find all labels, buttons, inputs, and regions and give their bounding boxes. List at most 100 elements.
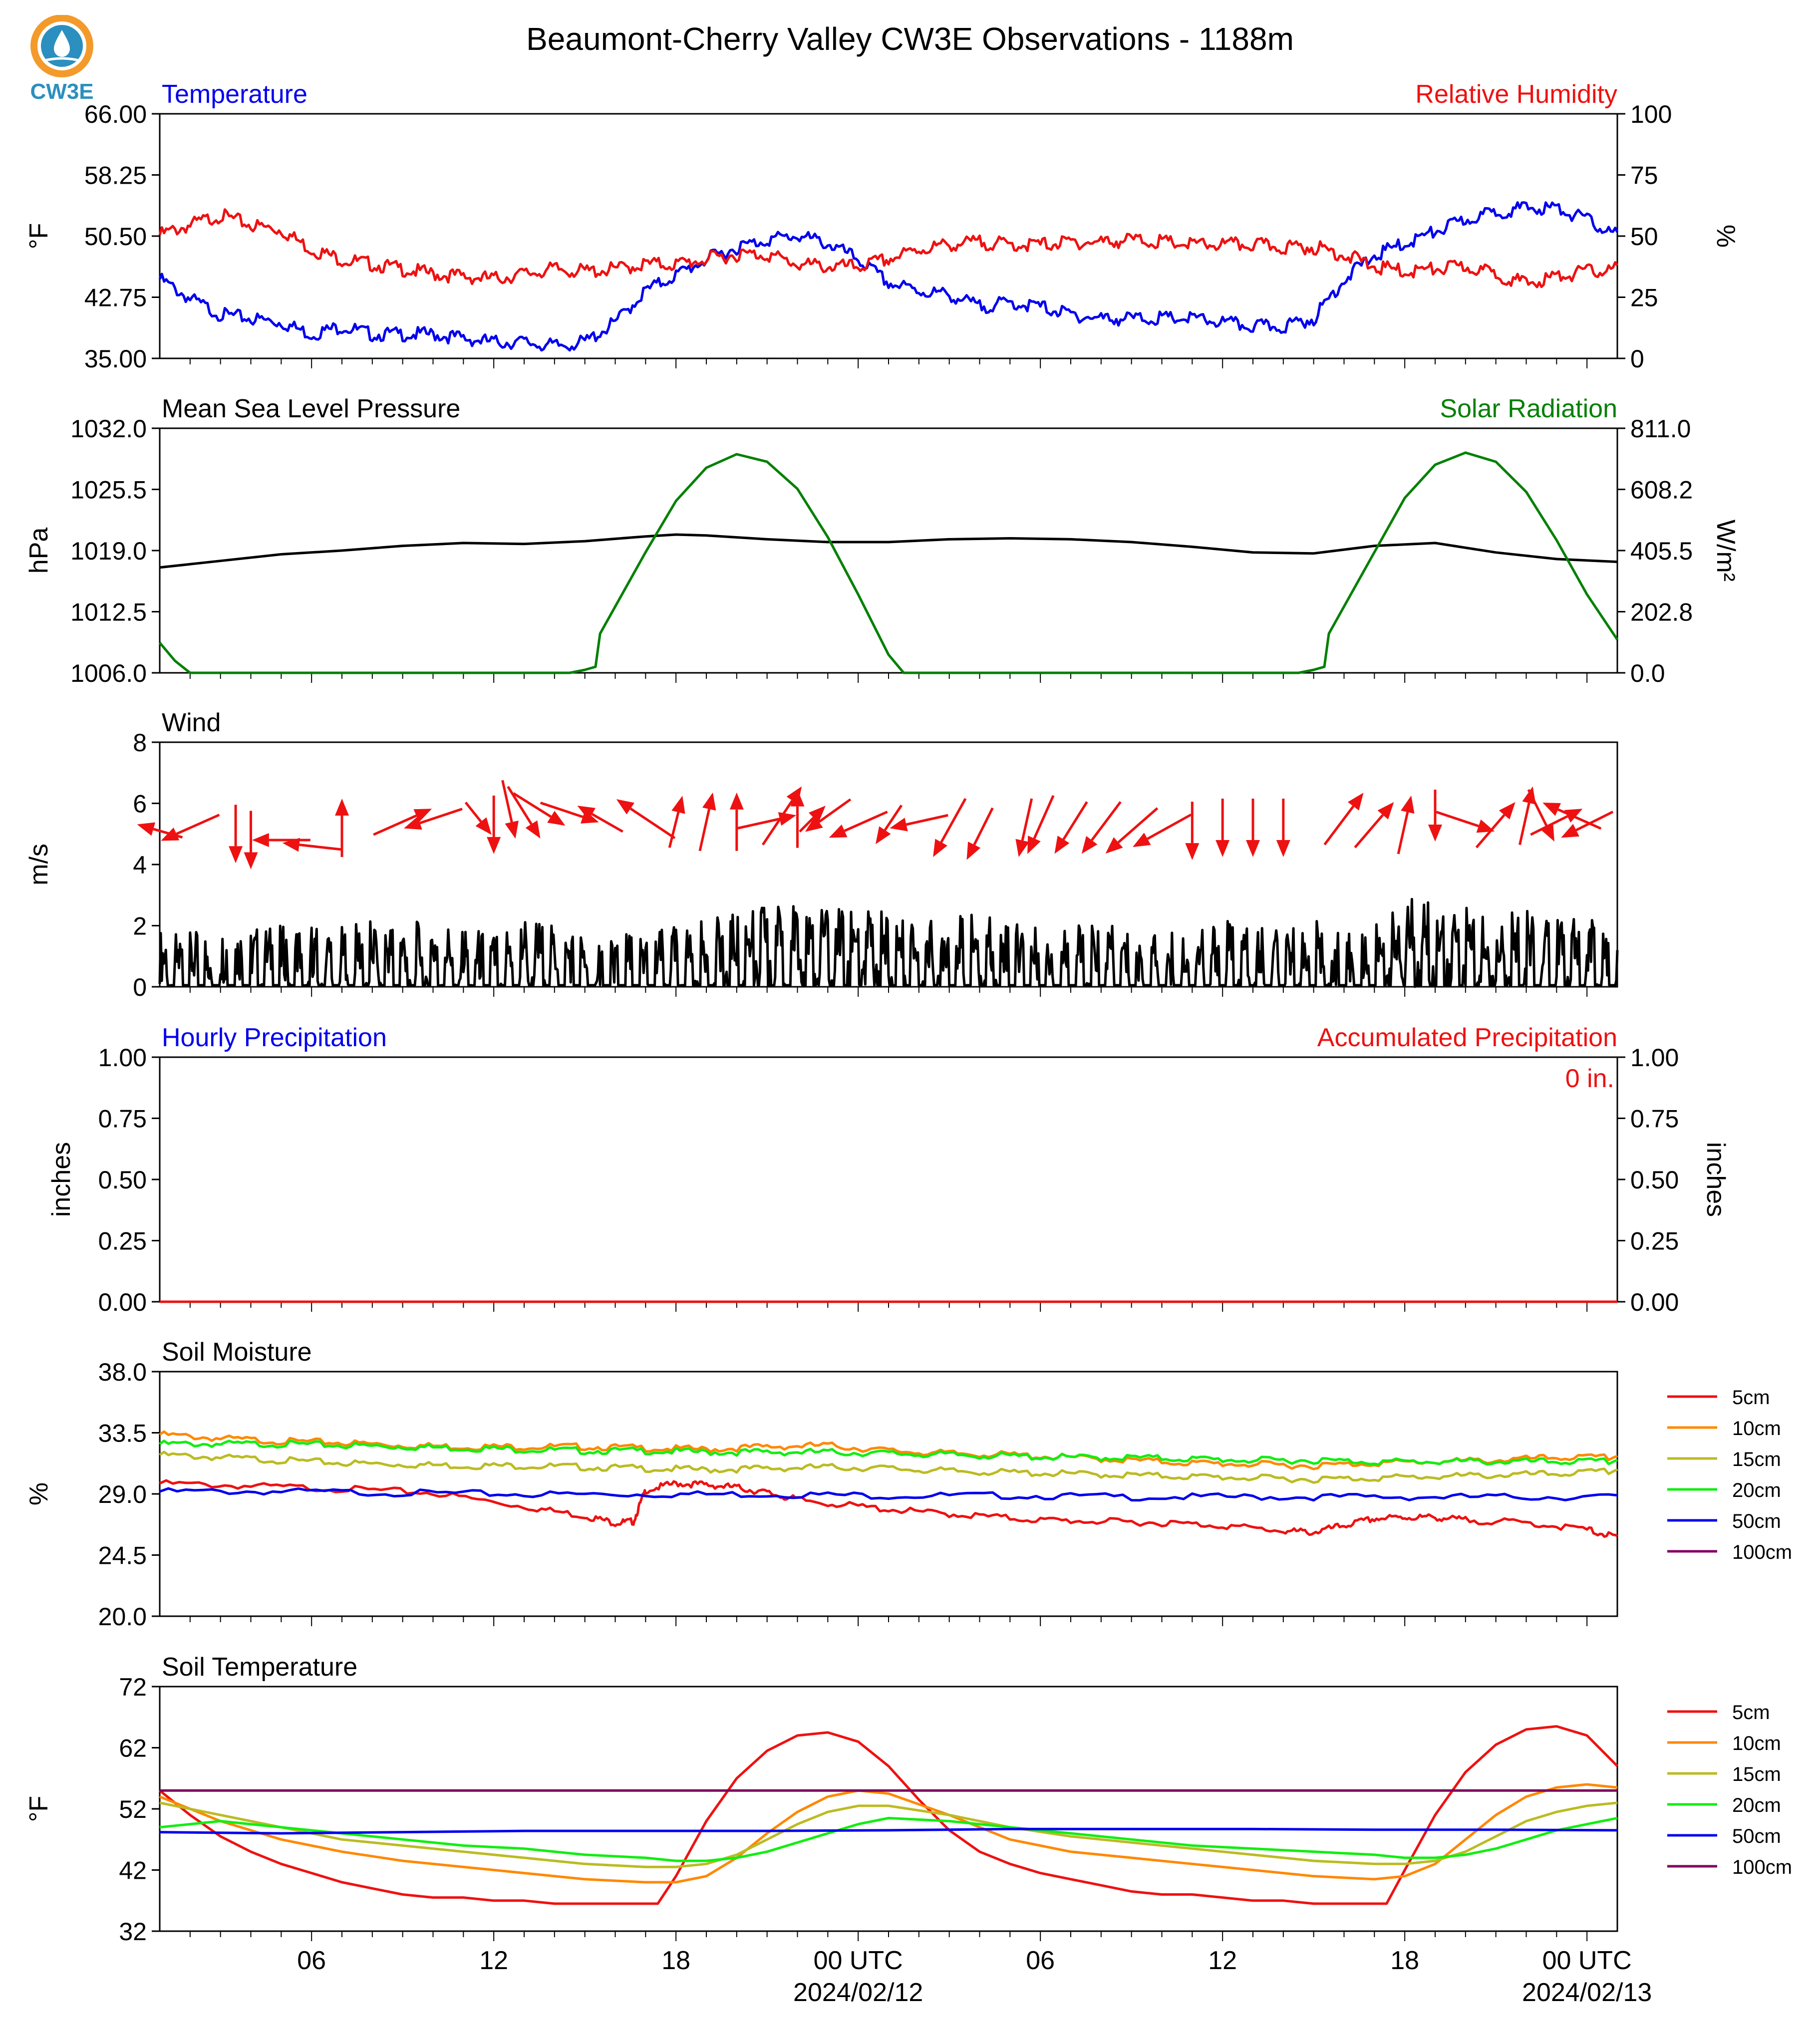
wind-arrow-shaft — [668, 812, 680, 848]
x-date-label: 2024/02/13 — [1522, 1978, 1652, 2007]
legend-label: 5cm — [1732, 1387, 1770, 1409]
wind-arrow-head — [1499, 802, 1516, 820]
x-tick-label: 18 — [1390, 1946, 1419, 1975]
y-tick-label-left: 38.0 — [98, 1358, 147, 1386]
wind-arrow-head — [1105, 837, 1123, 854]
legend-label: 20cm — [1732, 1479, 1781, 1501]
y-tick-label-right: 0.25 — [1630, 1227, 1679, 1255]
wind-arrow-shaft — [844, 811, 888, 832]
wind-arrow-head — [577, 806, 596, 821]
wind-arrow-head — [805, 816, 823, 832]
series-line-temperature — [158, 201, 1619, 352]
panel-temperature-humidity: Temperature Relative Humidity 35.00 42.75 50… — [24, 80, 1740, 373]
cw3e-logo: CW3E — [30, 15, 94, 104]
wind-arrow-head — [335, 799, 349, 816]
y-axis-label-left: hPa — [24, 528, 53, 574]
water-drop-icon — [54, 30, 70, 57]
y-tick-label-left: 50.50 — [84, 223, 147, 251]
wind-arrow-shaft — [176, 814, 220, 835]
wind-arrow-head — [1015, 839, 1029, 857]
y-tick-label-left: 0.50 — [98, 1166, 147, 1194]
y-tick-label-right: 50 — [1630, 223, 1658, 251]
wind-arrow-shaft — [1518, 803, 1530, 846]
y-tick-label-left: 1025.5 — [70, 476, 147, 504]
panel-title-left: Mean Sea Level Pressure — [162, 394, 460, 423]
y-tick-label-left: 42.75 — [84, 284, 147, 312]
wind-arrow-shaft — [591, 813, 623, 833]
panel-title-left: Soil Moisture — [162, 1338, 312, 1367]
wind-arrow-shaft — [153, 828, 183, 839]
panel-soil-moisture: Soil Moisture 20.0 24.5 29.0 33.5 38.0% 5cm 10c… — [24, 1338, 1792, 1631]
wind-arrow-head — [547, 811, 566, 826]
wind-arrow-head — [966, 842, 981, 860]
y-tick-label-left: 1.00 — [98, 1044, 147, 1072]
logo-wave — [42, 57, 81, 62]
legend-label: 20cm — [1732, 1794, 1781, 1816]
panel-title-right: Solar Radiation — [1440, 394, 1617, 423]
wind-arrow-shaft — [1475, 814, 1506, 849]
y-tick-label-right: 202.8 — [1630, 598, 1693, 626]
wind-arrow-head — [729, 792, 744, 810]
x-tick-label: 18 — [661, 1946, 690, 1975]
y-tick-label-left: 24.5 — [98, 1542, 147, 1570]
wind-arrow-head — [1428, 825, 1442, 842]
y-tick-label-right: 100 — [1630, 100, 1672, 128]
series-line-wind — [158, 897, 1619, 988]
y-tick-label-left: 1006.0 — [70, 659, 147, 687]
series-line-50cm — [159, 1487, 1618, 1502]
wind-arrow-head — [282, 838, 301, 852]
y-tick-label-left: 29.0 — [98, 1480, 147, 1508]
legend-label: 50cm — [1732, 1510, 1781, 1532]
wind-arrow-shaft — [1091, 801, 1122, 841]
y-tick-label-left: 0.75 — [98, 1105, 147, 1133]
wind-arrow-head — [1401, 795, 1415, 814]
y-axis-label-right: % — [1711, 225, 1740, 248]
panel-wind: Wind 0 2 4 6 8 m/s — [24, 708, 1619, 1001]
wind-arrow-shaft — [799, 817, 815, 833]
wind-arrow-shaft — [1575, 811, 1614, 832]
y-tick-label-left: 52 — [119, 1795, 147, 1823]
wind-arrow-shaft — [299, 844, 341, 851]
series-line-50cm — [159, 1827, 1618, 1835]
wind-arrow-head — [1276, 840, 1290, 857]
series-line-20cm — [159, 1440, 1618, 1466]
wind-arrow-head — [404, 816, 422, 830]
wind-arrow-shaft — [513, 792, 552, 818]
legend-label: 10cm — [1732, 1418, 1781, 1440]
y-tick-label-left: 0.00 — [98, 1288, 147, 1316]
wind-arrow-head — [475, 817, 492, 835]
wind-arrow-head — [790, 789, 805, 807]
wind-arrow-shaft — [419, 808, 463, 825]
y-tick-label-left: 1032.0 — [70, 415, 147, 443]
y-tick-label-left: 66.00 — [84, 100, 147, 128]
wind-arrow-shaft — [973, 807, 994, 846]
series-line-solar-radiation — [159, 451, 1619, 674]
legend-label: 15cm — [1732, 1763, 1781, 1785]
x-tick-label: 12 — [1208, 1946, 1237, 1975]
wind-arrow-shaft — [540, 802, 584, 818]
wind-arrow-head — [1027, 836, 1041, 854]
y-axis-label-left: °F — [24, 1796, 53, 1822]
series-line-relative-humidity — [158, 208, 1619, 289]
y-tick-label-right: 0.50 — [1630, 1166, 1679, 1194]
wind-arrow-shaft — [1117, 807, 1159, 844]
wind-arrow-shaft — [629, 807, 676, 840]
panel-pressure-solar: Mean Sea Level Pressure Solar Radiation 10… — [24, 394, 1740, 687]
y-tick-label-right: 811.0 — [1630, 415, 1691, 443]
wind-arrow-shaft — [818, 798, 852, 823]
y-tick-label-right: 0.0 — [1630, 659, 1665, 687]
wind-arrow-shaft — [464, 802, 482, 823]
y-tick-label-left: 62 — [119, 1735, 147, 1762]
wind-arrow-head — [1246, 840, 1260, 857]
legend-label: 5cm — [1732, 1702, 1770, 1724]
panel-title-left: Temperature — [162, 80, 307, 109]
legend-label: 10cm — [1732, 1733, 1781, 1754]
legend-label: 15cm — [1732, 1449, 1781, 1470]
y-tick-label-right: 0.00 — [1630, 1288, 1679, 1316]
y-axis-label-left: % — [24, 1482, 53, 1505]
wind-arrow-shaft — [906, 814, 948, 826]
wind-arrow-head — [1561, 824, 1579, 838]
x-tick-label: 00 UTC — [814, 1946, 903, 1975]
wind-arrow-head — [137, 822, 156, 836]
